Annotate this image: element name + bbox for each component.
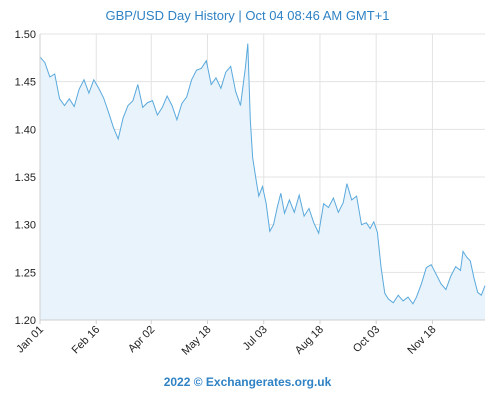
x-tick-label: Jul 03	[241, 324, 270, 353]
chart-title: GBP/USD Day History | Oct 04 08:46 AM GM…	[105, 8, 390, 23]
x-tick-label: May 18	[180, 324, 214, 358]
x-axis-ticks: Jan 01 Feb 16 Apr 02 May 18 Jul 03 Aug 18 Oct …	[14, 320, 439, 358]
y-tick-label: 1.35	[15, 172, 36, 184]
y-tick-label: 1.30	[15, 220, 36, 232]
x-tick-label: Aug 18	[293, 324, 326, 357]
y-tick-label: 1.20	[15, 315, 36, 327]
x-tick-label: Oct 03	[351, 324, 382, 355]
footer-credit: 2022 © Exchangerates.org.uk	[163, 375, 332, 389]
x-tick-label: Jan 01	[14, 324, 46, 356]
y-tick-label: 1.50	[15, 29, 36, 41]
y-tick-label: 1.45	[15, 77, 36, 89]
x-tick-label: Apr 02	[126, 324, 157, 355]
y-axis-ticks: 1.20 1.25 1.30 1.35 1.40 1.45 1.50	[15, 29, 36, 327]
rate-area-fill	[40, 43, 485, 320]
x-tick-label: Feb 16	[70, 324, 103, 357]
rate-line	[39, 43, 486, 305]
y-tick-label: 1.25	[15, 267, 36, 279]
y-tick-label: 1.40	[15, 124, 36, 136]
x-tick-label: Nov 18	[405, 324, 438, 357]
